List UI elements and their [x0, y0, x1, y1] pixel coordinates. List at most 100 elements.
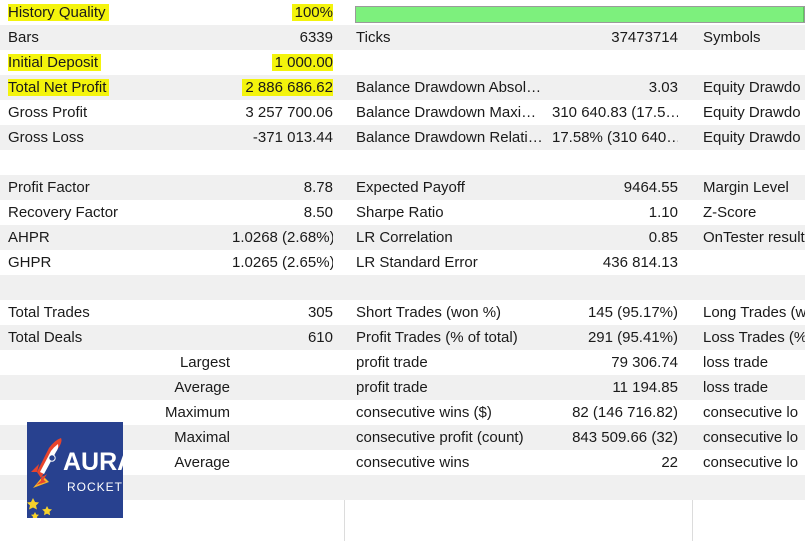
table-row [0, 150, 805, 175]
largest-label: Largest [179, 354, 230, 371]
largest-profit-trade-label: profit trade [356, 354, 428, 371]
history-quality-bar [355, 6, 805, 23]
max-consecutive-losses-label: consecutive lo [703, 404, 799, 421]
balance-drawdown-relative-label: Balance Drawdown Relati… [356, 129, 543, 146]
max-consecutive-wins-value: 82 (146 716.82) [572, 404, 678, 421]
max-consecutive-wins-label: consecutive wins ($) [356, 404, 492, 421]
total-deals-label: Total Deals [8, 329, 83, 346]
average-loss-trade-label: loss trade [703, 379, 769, 396]
table-row: Total Trades 305 Short Trades (won %) 14… [0, 300, 805, 325]
table-row: GHPR 1.0265 (2.65%) LR Standard Error 43… [0, 250, 805, 275]
profit-trades-label: Profit Trades (% of total) [356, 329, 518, 346]
equity-drawdown-label: Equity Drawdo [703, 129, 801, 146]
maximal-consecutive-profit-label: consecutive profit (count) [356, 429, 524, 446]
equity-drawdown-label: Equity Drawdo [703, 104, 801, 121]
recovery-factor-label: Recovery Factor [8, 204, 119, 221]
total-trades-value: 305 [307, 304, 333, 321]
history-quality-label: History Quality [8, 4, 109, 21]
table-row: Average consecutive wins 22 consecutive … [0, 450, 805, 475]
table-row: Gross Profit 3 257 700.06 Balance Drawdo… [0, 100, 805, 125]
average-profit-trade-label: profit trade [356, 379, 428, 396]
ahpr-value: 1.0268 (2.68%) [232, 229, 333, 246]
gross-loss-label: Gross Loss [8, 129, 84, 146]
profit-trades-value: 291 (95.41%) [587, 329, 678, 346]
lr-standard-error-label: LR Standard Error [356, 254, 478, 271]
margin-level-label: Margin Level [703, 179, 789, 196]
table-row: Maximal consecutive profit (count) 843 5… [0, 425, 805, 450]
ghpr-value: 1.0265 (2.65%) [232, 254, 333, 271]
short-trades-label: Short Trades (won %) [356, 304, 502, 321]
table-row: Maximum consecutive wins ($) 82 (146 716… [0, 400, 805, 425]
total-net-profit-label: Total Net Profit [8, 79, 110, 96]
initial-deposit-value: 1 000.00 [271, 54, 333, 71]
average-label: Average [174, 379, 230, 396]
gross-profit-value: 3 257 700.06 [245, 104, 333, 121]
table-row: Average profit trade 11 194.85 loss trad… [0, 375, 805, 400]
table-row: Profit Factor 8.78 Expected Payoff 9464.… [0, 175, 805, 200]
balance-drawdown-absolute-label: Balance Drawdown Absol… [356, 79, 542, 96]
maximal-label: Maximal [174, 429, 230, 446]
aura-rocket-logo: AURA ROCKET [27, 422, 123, 518]
bars-label: Bars [8, 29, 39, 46]
average-profit-trade-value: 11 194.85 [612, 379, 678, 396]
lr-standard-error-value: 436 814.13 [602, 254, 678, 271]
table-row: Bars 6339 Ticks 37473714 Symbols [0, 25, 805, 50]
expected-payoff-value: 9464.55 [623, 179, 678, 196]
initial-deposit-label: Initial Deposit [8, 54, 102, 71]
table-row: AHPR 1.0268 (2.68%) LR Correlation 0.85 … [0, 225, 805, 250]
recovery-factor-value: 8.50 [303, 204, 333, 221]
sharpe-ratio-value: 1.10 [648, 204, 678, 221]
largest-profit-trade-value: 79 306.74 [611, 354, 678, 371]
table-row: Total Net Profit 2 886 686.62 Balance Dr… [0, 75, 805, 100]
balance-drawdown-absolute-value: 3.03 [648, 79, 678, 96]
balance-drawdown-maximal-label: Balance Drawdown Maxi… [356, 104, 537, 121]
profit-factor-label: Profit Factor [8, 179, 90, 196]
table-row: Largest profit trade 79 306.74 loss trad… [0, 350, 805, 375]
table-row: History Quality 100% [0, 0, 805, 25]
table-row: Recovery Factor 8.50 Sharpe Ratio 1.10 Z… [0, 200, 805, 225]
gross-loss-value: -371 013.44 [252, 129, 333, 146]
table-row: Initial Deposit 1 000.00 [0, 50, 805, 75]
balance-drawdown-maximal-value: 310 640.83 (17.5… [552, 104, 678, 121]
symbols-label: Symbols [703, 29, 761, 46]
rocket-icon [27, 438, 62, 518]
table-row [0, 475, 805, 500]
gross-profit-label: Gross Profit [8, 104, 88, 121]
logo-text-rocket: ROCKET [67, 480, 123, 494]
maximal-consecutive-loss-label: consecutive lo [703, 429, 799, 446]
average-label: Average [174, 454, 230, 471]
largest-loss-trade-label: loss trade [703, 354, 769, 371]
equity-drawdown-label: Equity Drawdo [703, 79, 801, 96]
z-score-label: Z-Score [703, 204, 757, 221]
profit-factor-value: 8.78 [303, 179, 333, 196]
balance-drawdown-relative-value: 17.58% (310 640… [552, 129, 678, 146]
bars-value: 6339 [299, 29, 333, 46]
report-table: History Quality 100% Bars 6339 Ticks 374… [0, 0, 805, 500]
short-trades-value: 145 (95.17%) [587, 304, 678, 321]
lr-correlation-value: 0.85 [648, 229, 678, 246]
long-trades-label: Long Trades (w [703, 304, 805, 321]
table-row [0, 275, 805, 300]
average-consecutive-wins-value: 22 [661, 454, 678, 471]
expected-payoff-label: Expected Payoff [356, 179, 465, 196]
ghpr-label: GHPR [8, 254, 52, 271]
average-consecutive-losses-label: consecutive lo [703, 454, 799, 471]
total-deals-value: 610 [307, 329, 333, 346]
history-quality-value: 100% [291, 4, 333, 21]
average-consecutive-wins-label: consecutive wins [356, 454, 470, 471]
loss-trades-label: Loss Trades (% [703, 329, 805, 346]
logo-text-aura: AURA [63, 448, 123, 476]
maximal-consecutive-profit-value: 843 509.66 (32) [572, 429, 678, 446]
table-row: Total Deals 610 Profit Trades (% of tota… [0, 325, 805, 350]
ticks-value: 37473714 [611, 29, 678, 46]
history-quality-bar-fill [356, 7, 804, 22]
maximum-label: Maximum [164, 404, 230, 421]
ticks-label: Ticks [356, 29, 391, 46]
table-row: Gross Loss -371 013.44 Balance Drawdown … [0, 125, 805, 150]
sharpe-ratio-label: Sharpe Ratio [356, 204, 444, 221]
lr-correlation-label: LR Correlation [356, 229, 453, 246]
total-trades-label: Total Trades [8, 304, 90, 321]
total-net-profit-value: 2 886 686.62 [242, 79, 333, 96]
ahpr-label: AHPR [8, 229, 50, 246]
ontester-result-label: OnTester result [703, 229, 805, 246]
